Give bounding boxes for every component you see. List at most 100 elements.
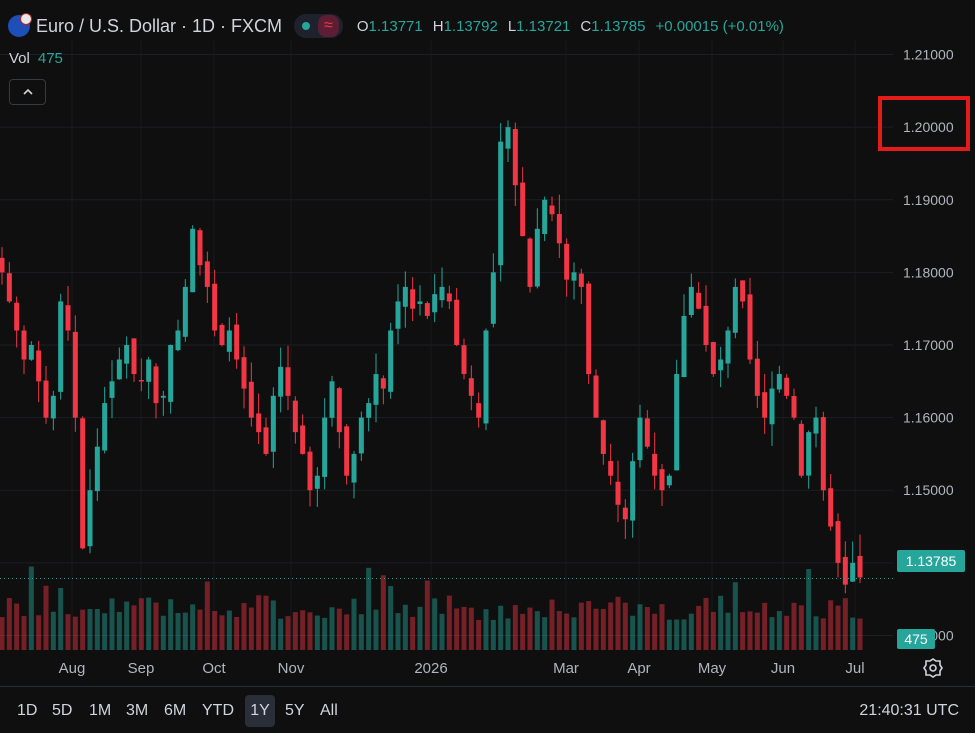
volume-bar bbox=[483, 609, 489, 650]
candle-body bbox=[754, 358, 760, 396]
volume-bar bbox=[534, 611, 540, 650]
candlestick-chart[interactable]: 1.21000 1.20000 1.19000 1.18000 1.17000 1.160… bbox=[0, 0, 975, 686]
volume-bar bbox=[432, 598, 438, 650]
chart-settings-gear-icon[interactable] bbox=[922, 657, 944, 679]
price-tick-label: 1.17000 bbox=[903, 337, 954, 353]
candle-body bbox=[248, 381, 254, 418]
candle-body bbox=[732, 286, 738, 333]
candle-body bbox=[292, 400, 298, 433]
candle-body bbox=[593, 375, 599, 418]
range-1m-button[interactable]: 1M bbox=[89, 702, 112, 719]
volume-bar bbox=[263, 595, 269, 650]
time-axis-label: Apr bbox=[627, 660, 650, 677]
volume-bar bbox=[72, 616, 78, 650]
candle-body bbox=[468, 378, 474, 396]
volume-bar bbox=[454, 608, 460, 650]
volume-bar bbox=[197, 609, 203, 650]
candle-body bbox=[146, 359, 152, 382]
candle-body bbox=[571, 272, 577, 281]
candle-body bbox=[674, 374, 680, 471]
candle-body bbox=[197, 230, 203, 266]
eu-us-flag-icon bbox=[8, 13, 32, 37]
volume-bar bbox=[857, 618, 863, 650]
volume-bar bbox=[850, 617, 856, 650]
volume-bar bbox=[769, 617, 775, 650]
volume-bar bbox=[160, 615, 166, 650]
candle-body bbox=[226, 330, 232, 352]
candle-body bbox=[366, 403, 372, 418]
range-all-button[interactable]: All bbox=[320, 702, 338, 719]
volume-bar bbox=[732, 582, 738, 650]
range-5d-button[interactable]: 5D bbox=[52, 702, 73, 719]
candle-body bbox=[520, 182, 526, 237]
candle-body bbox=[270, 395, 276, 452]
candle-body bbox=[102, 403, 108, 451]
collapse-legend-button[interactable] bbox=[9, 79, 46, 105]
range-6m-button[interactable]: 6M bbox=[164, 702, 187, 719]
volume-bar bbox=[725, 612, 731, 650]
candle-body bbox=[527, 238, 533, 287]
volume-bar bbox=[212, 611, 218, 650]
volume-bar bbox=[556, 611, 562, 650]
volume-bar bbox=[278, 618, 284, 650]
range-5y-button[interactable]: 5Y bbox=[285, 702, 305, 719]
candle-body bbox=[87, 490, 93, 547]
candle-body bbox=[747, 294, 753, 360]
volume-bar bbox=[468, 607, 474, 650]
market-status-pill[interactable]: ≈ bbox=[294, 14, 343, 38]
price-change: +0.00015 (+0.01%) bbox=[655, 17, 784, 35]
volume-legend: Vol 475 bbox=[9, 50, 63, 67]
volume-bar bbox=[131, 605, 137, 650]
volume-bar bbox=[402, 604, 408, 650]
candle-body bbox=[424, 303, 430, 316]
range-1d-button[interactable]: 1D bbox=[17, 702, 38, 719]
candle-body bbox=[153, 366, 159, 404]
candle-body bbox=[358, 417, 364, 454]
candle-body bbox=[58, 301, 64, 392]
candle-body bbox=[630, 461, 636, 521]
volume-bar bbox=[373, 609, 379, 650]
candle-body bbox=[681, 315, 687, 378]
ohlc-close: C1.13785 bbox=[580, 17, 646, 35]
volume-bar bbox=[615, 596, 621, 650]
candle-body bbox=[72, 331, 78, 418]
candle-body bbox=[505, 127, 511, 149]
range-ytd-button[interactable]: YTD bbox=[202, 702, 234, 719]
volume-bar bbox=[182, 612, 188, 650]
range-3m-button[interactable]: 3M bbox=[126, 702, 149, 719]
candle-body bbox=[762, 392, 768, 418]
candle-body bbox=[490, 272, 496, 324]
volume-bar bbox=[542, 617, 548, 650]
volume-bar bbox=[630, 615, 636, 650]
candle-body bbox=[109, 381, 115, 398]
price-chart[interactable]: 1.21000 1.20000 1.19000 1.18000 1.17000 1.160… bbox=[0, 0, 975, 686]
candle-body bbox=[65, 305, 71, 331]
candle-body bbox=[476, 403, 482, 418]
volume-bar bbox=[410, 616, 416, 650]
utc-clock[interactable]: 21:40:31 UTC bbox=[859, 702, 959, 719]
volume-bar bbox=[498, 605, 504, 650]
price-tick-label: 1.20000 bbox=[903, 119, 954, 135]
volume-bar bbox=[58, 588, 64, 650]
volume-bar bbox=[28, 566, 34, 650]
volume-bar bbox=[6, 598, 12, 650]
volume-bar bbox=[322, 617, 328, 650]
volume-bar bbox=[520, 613, 526, 650]
candle-body bbox=[718, 359, 724, 371]
candle-body bbox=[395, 301, 401, 329]
candle-body bbox=[241, 357, 247, 389]
volume-bar bbox=[241, 603, 247, 650]
volume-bar bbox=[424, 580, 430, 650]
volume-bar bbox=[842, 598, 848, 650]
symbol-title[interactable]: Euro / U.S. Dollar · 1D · FXCM bbox=[36, 15, 283, 36]
market-open-dot-icon bbox=[302, 22, 311, 30]
candle-body bbox=[373, 374, 379, 405]
volume-bar bbox=[600, 608, 606, 650]
range-1y-button[interactable]: 1Y bbox=[245, 695, 275, 727]
ohlc-high: H1.13792 bbox=[432, 17, 498, 35]
time-range-toolbar: 1D 5D 1M 3M 6M YTD 1Y 5Y All 21:40:31 UT… bbox=[0, 686, 975, 733]
volume-bar bbox=[512, 605, 518, 650]
time-axis-label: May bbox=[698, 660, 727, 677]
current-price-badge: 1.13785 bbox=[897, 550, 965, 572]
volume-bar bbox=[351, 598, 357, 650]
